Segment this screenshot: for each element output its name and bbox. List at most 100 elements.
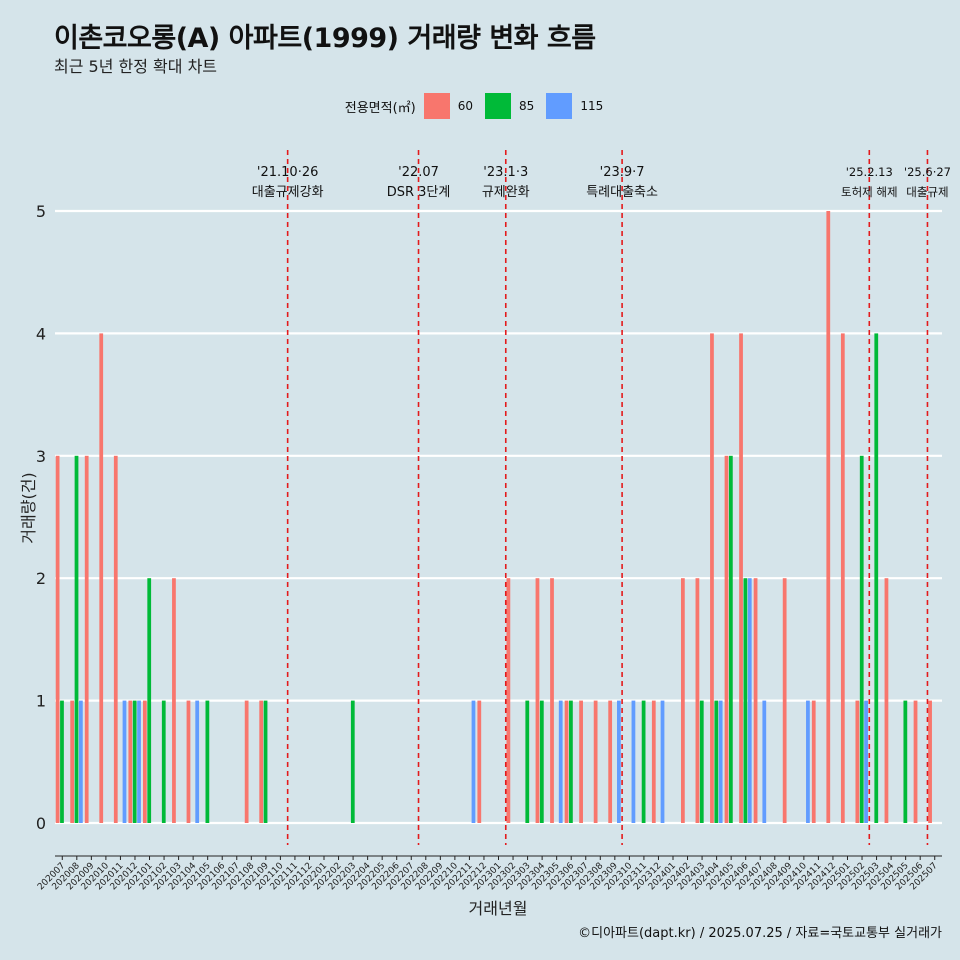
bar-60-202302	[506, 578, 511, 823]
bar-115-202312	[660, 700, 665, 823]
bar-85-202203	[350, 700, 355, 823]
bar-60-202012	[128, 700, 133, 823]
legend: 전용면적(㎡) 60 85 115	[0, 93, 960, 119]
bar-60-202109	[259, 700, 264, 823]
bar-85-202109	[263, 700, 268, 823]
annotation-date-5: '25.6·27	[904, 165, 951, 179]
bar-60-202307	[579, 700, 583, 823]
bar-115-202008	[78, 700, 83, 823]
bar-115-202310	[631, 700, 636, 823]
bar-60-202007	[55, 455, 60, 823]
legend-title: 전용면적(㎡)	[344, 100, 416, 116]
bar-85-202311	[641, 700, 646, 823]
chart-subtitle: 최근 5년 한정 확대 차트	[54, 57, 218, 76]
annotation-date-2: '23.1·3	[483, 165, 528, 180]
bar-115-202011	[122, 700, 127, 823]
bar-85-202502	[859, 455, 864, 823]
bar-85-202403	[699, 700, 704, 823]
bar-85-202406	[743, 578, 748, 823]
bar-115-202502	[864, 700, 868, 823]
annotation-layer: '21.10·26 대출규제강화 '22.07 DSR 3단계 '23.1·3 규제완화 '…	[252, 150, 951, 845]
legend-item-60: 60	[423, 93, 479, 119]
bar-115-202404	[718, 700, 723, 823]
bar-60-202103	[172, 578, 176, 823]
bar-115-202104	[195, 700, 200, 823]
bar-60-202412	[826, 211, 831, 823]
annotation-label-3: 특례대출축소	[586, 185, 658, 200]
legend-label-60: 60	[457, 99, 474, 113]
y-tick-label-4: 4	[36, 324, 46, 343]
bar-60-202502	[855, 700, 860, 823]
bar-85-202505	[903, 700, 908, 823]
annotation-label-4: 토허제 해제	[841, 185, 898, 199]
bar-85-202101	[147, 578, 152, 823]
bar-85-202105	[205, 700, 210, 823]
bar-60-202403	[695, 578, 700, 823]
bar-60-202309	[608, 700, 613, 823]
y-tick-label-0: 0	[36, 814, 46, 833]
bar-85-202102	[161, 700, 166, 823]
bar-60-202305	[550, 578, 554, 823]
annotation-date-4: '25.2.13	[846, 165, 893, 179]
bar-60-202405	[724, 455, 729, 823]
grid-layer	[55, 209, 942, 825]
bar-60-202409	[782, 578, 787, 823]
bar-60-202010	[99, 333, 104, 823]
y-tick-label-1: 1	[36, 692, 46, 711]
bar-60-202108	[244, 700, 249, 823]
annotation-date-0: '21.10·26	[257, 165, 318, 180]
bar-60-202308	[593, 700, 598, 823]
bar-60-202406	[739, 333, 743, 823]
bar-60-202009	[84, 455, 89, 823]
legend-swatch-115	[546, 93, 573, 119]
bar-85-202405	[728, 455, 733, 823]
bar-115-202410	[806, 700, 810, 823]
annotation-label-2: 규제완화	[482, 185, 530, 200]
y-tick-label-2: 2	[36, 569, 46, 588]
bar-115-202407	[762, 700, 767, 823]
bar-layer	[55, 211, 932, 823]
bar-60-202407	[753, 578, 758, 823]
bar-85-202008	[74, 455, 79, 823]
y-tick-label-5: 5	[36, 202, 46, 221]
legend-swatch-60	[423, 93, 450, 119]
bar-85-202404	[714, 700, 719, 823]
annotation-label-0: 대출규제강화	[252, 185, 324, 200]
bar-60-202104	[186, 700, 191, 823]
legend-swatch-85	[485, 93, 512, 119]
bar-85-202303	[525, 700, 530, 823]
bar-60-202008	[70, 700, 75, 823]
bar-115-202406	[747, 578, 752, 823]
legend-label-85: 85	[519, 99, 535, 113]
bar-60-202304	[535, 578, 540, 823]
bar-60-202101	[142, 700, 147, 823]
bar-85-202304	[539, 700, 544, 823]
y-axis-label: 거래량(건)	[19, 472, 38, 543]
bar-115-202211	[471, 700, 476, 823]
chart-title: 이촌코오롱(A) 아파트(1999) 거래량 변화 흐름	[54, 23, 596, 54]
annotation-label-1: DSR 3단계	[387, 185, 451, 200]
legend-label-115: 115	[580, 99, 604, 113]
bar-60-202212	[477, 700, 482, 823]
y-tick-label-3: 3	[36, 447, 46, 466]
bar-60-202312	[651, 700, 656, 823]
x-axis-label: 거래년월	[469, 899, 528, 918]
bar-85-202012	[132, 700, 137, 823]
bar-85-202306	[569, 700, 573, 823]
bar-60-202402	[680, 578, 685, 823]
annotation-label-5: 대출규제	[906, 185, 948, 199]
bar-60-202501	[840, 333, 845, 823]
bar-115-202012	[137, 700, 141, 823]
bar-60-202507	[928, 700, 932, 823]
annotation-date-3: '23.9·7	[600, 165, 645, 180]
bar-85-202503	[874, 333, 879, 823]
bar-115-202309	[617, 700, 621, 823]
source-caption: ©디아파트(dapt.kr) / 2025.07.25 / 자료=국토교통부 실…	[578, 926, 942, 941]
bar-60-202506	[913, 700, 918, 823]
bar-60-202411	[811, 700, 816, 823]
bar-60-202504	[884, 578, 889, 823]
bar-60-202404	[710, 333, 714, 823]
bar-115-202305	[558, 700, 563, 823]
bar-85-202007	[60, 700, 64, 823]
